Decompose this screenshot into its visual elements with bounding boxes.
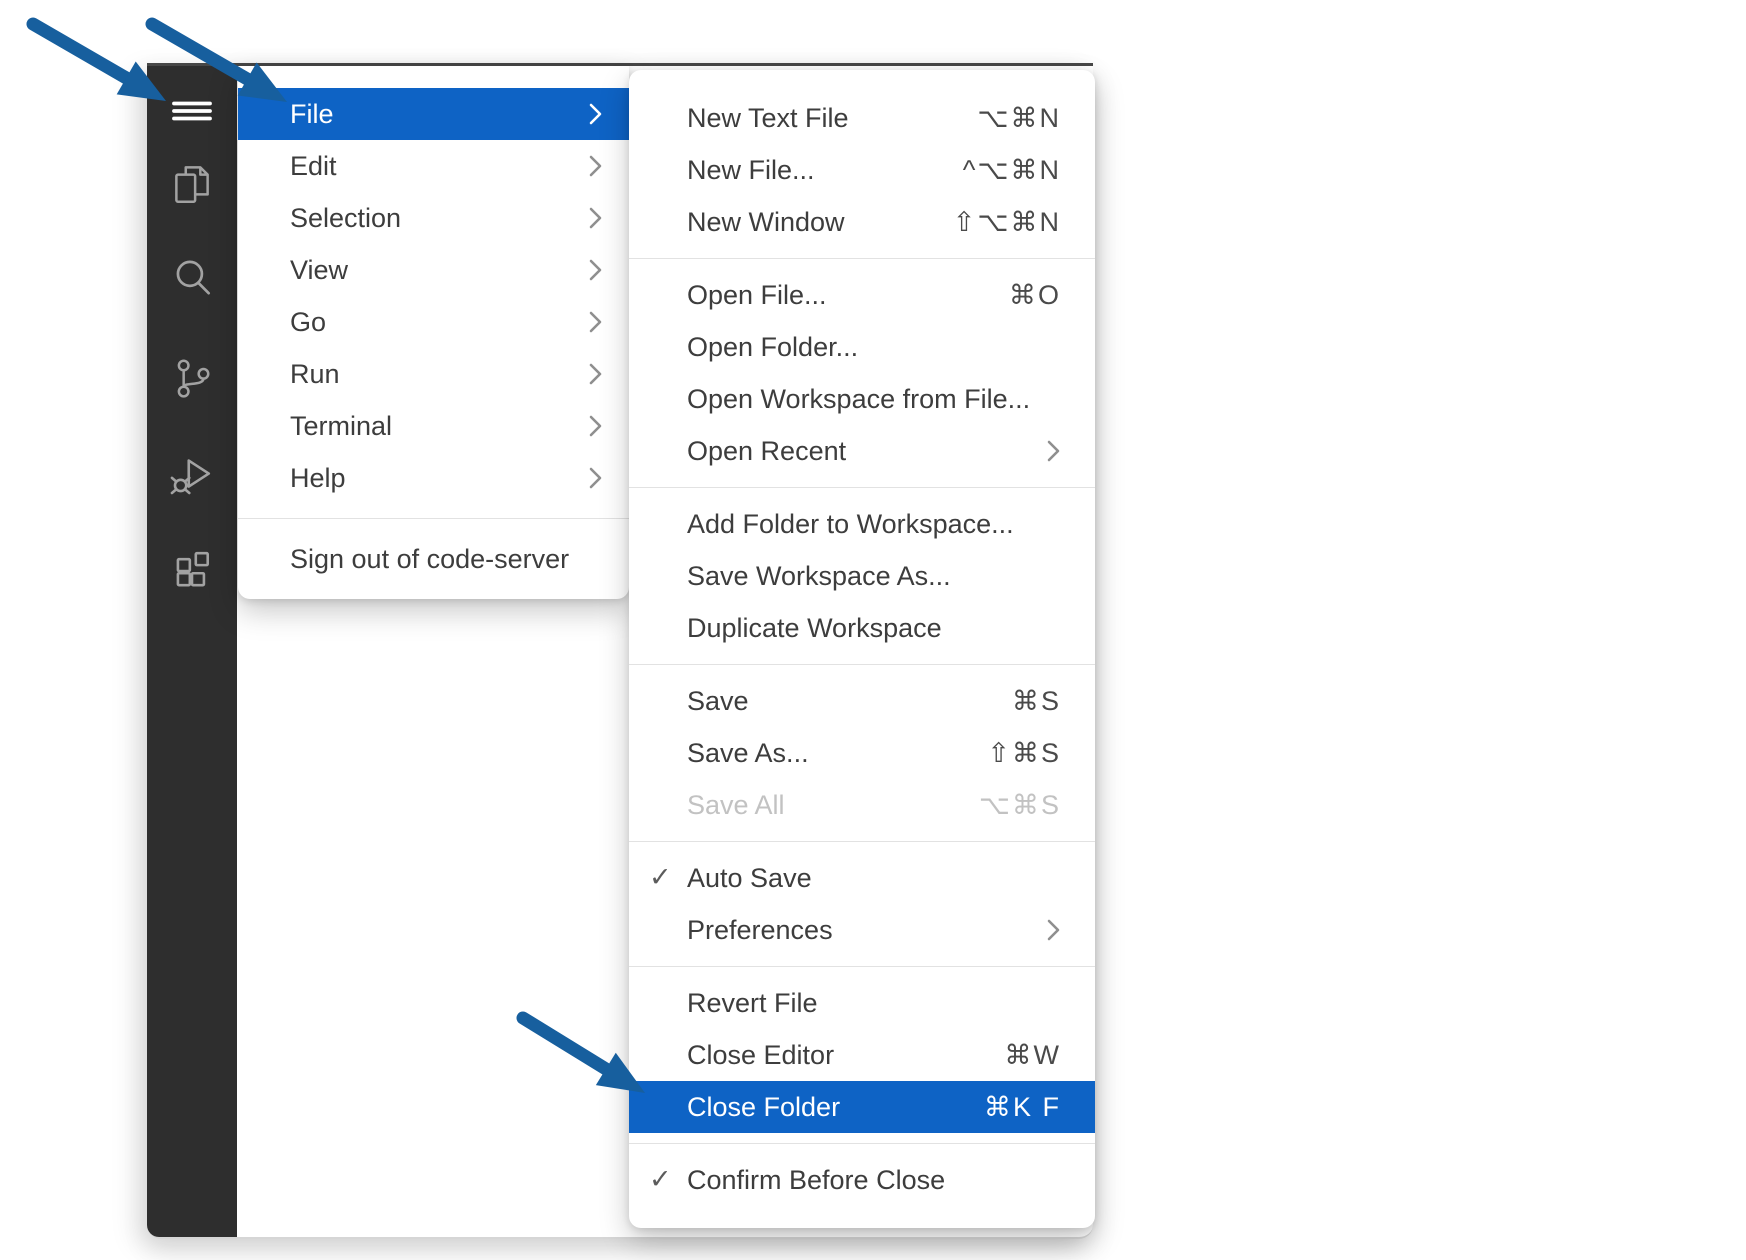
activity-bar-item-source-control[interactable]	[147, 346, 237, 410]
menu-item-label: Save As...	[687, 737, 809, 768]
menu-item-new-text-file[interactable]: New Text File ⌥⌘N	[629, 92, 1095, 144]
chevron-right-icon	[588, 413, 603, 439]
file-submenu: New Text File ⌥⌘N New File... ^⌥⌘N New Windo…	[629, 70, 1095, 1228]
menu-item-open-file[interactable]: Open File... ⌘O	[629, 269, 1095, 321]
menu-item-open-recent[interactable]: Open Recent	[629, 425, 1095, 477]
keyboard-shortcut: ⌥⌘S	[978, 789, 1061, 820]
keyboard-shortcut: ⇧⌘S	[987, 737, 1061, 768]
menu-item-open-workspace-from-file[interactable]: Open Workspace from File...	[629, 373, 1095, 425]
activity-bar-item-menu[interactable]	[147, 79, 237, 143]
menu-item-new-file[interactable]: New File... ^⌥⌘N	[629, 144, 1095, 196]
activity-bar-item-run-debug[interactable]	[147, 441, 237, 505]
menu-separator	[629, 1143, 1095, 1144]
menu-item-preferences[interactable]: Preferences	[629, 904, 1095, 956]
menu-item-close-folder[interactable]: Close Folder ⌘K F	[629, 1081, 1095, 1133]
menu-item-label: Close Editor	[687, 1039, 835, 1070]
keyboard-shortcut: ⌥⌘N	[977, 102, 1061, 133]
keyboard-shortcut: ⇧⌥⌘N	[952, 206, 1061, 237]
keyboard-shortcut: ^⌥⌘N	[962, 154, 1061, 185]
menu-item-view[interactable]: View	[238, 244, 629, 296]
chevron-right-icon	[588, 205, 603, 231]
menu-separator	[238, 518, 629, 519]
keyboard-shortcut: ⌘S	[1011, 685, 1061, 716]
menu-item-selection[interactable]: Selection	[238, 192, 629, 244]
activity-bar-item-extensions[interactable]	[147, 538, 237, 602]
menu-item-help[interactable]: Help	[238, 452, 629, 504]
menu-item-label: Go	[290, 306, 327, 337]
menu-item-close-editor[interactable]: Close Editor ⌘W	[629, 1029, 1095, 1081]
menu-item-label: Close Folder	[687, 1091, 841, 1122]
menu-item-save[interactable]: Save ⌘S	[629, 675, 1095, 727]
menu-item-edit[interactable]: Edit	[238, 140, 629, 192]
menu-item-label: Revert File	[687, 987, 818, 1018]
menu-item-label: Help	[290, 462, 346, 493]
keyboard-shortcut: ⌘W	[1004, 1039, 1061, 1070]
menu-item-open-folder[interactable]: Open Folder...	[629, 321, 1095, 373]
menu-item-label: Open Recent	[687, 435, 847, 466]
menu-item-label: Run	[290, 358, 340, 389]
menu-item-label: Open Folder...	[687, 331, 859, 362]
menu-separator	[629, 841, 1095, 842]
menu-item-save-all: Save All ⌥⌘S	[629, 779, 1095, 831]
menu-item-save-as[interactable]: Save As... ⇧⌘S	[629, 727, 1095, 779]
chevron-right-icon	[1046, 917, 1061, 943]
menu-item-label: Add Folder to Workspace...	[687, 508, 1014, 539]
activity-bar-item-explorer[interactable]	[147, 152, 237, 216]
chevron-right-icon	[588, 257, 603, 283]
menu-item-revert-file[interactable]: Revert File	[629, 977, 1095, 1029]
menu-separator	[629, 966, 1095, 967]
menu-item-file[interactable]: File	[238, 88, 629, 140]
menu-item-label: File	[290, 98, 334, 129]
menu-icon	[168, 87, 216, 135]
menu-item-label: New Window	[687, 206, 845, 237]
menu-item-confirm-before-close[interactable]: ✓ Confirm Before Close	[629, 1154, 1095, 1206]
menu-item-go[interactable]: Go	[238, 296, 629, 348]
chevron-right-icon	[588, 361, 603, 387]
menu-separator	[629, 487, 1095, 488]
extensions-icon	[166, 544, 218, 596]
menu-item-label: Terminal	[290, 410, 393, 441]
checkmark-icon: ✓	[649, 1163, 672, 1194]
menu-item-add-folder-to-workspace[interactable]: Add Folder to Workspace...	[629, 498, 1095, 550]
chevron-right-icon	[588, 465, 603, 491]
chevron-right-icon	[588, 309, 603, 335]
chevron-right-icon	[1046, 438, 1061, 464]
menu-item-label: New File...	[687, 154, 815, 185]
menu-item-label: Save Workspace As...	[687, 560, 951, 591]
menu-separator	[629, 664, 1095, 665]
chevron-right-icon	[588, 101, 603, 127]
menu-item-run[interactable]: Run	[238, 348, 629, 400]
menu-item-label: Save	[687, 685, 749, 716]
menu-item-label: Edit	[290, 150, 337, 181]
source-control-icon	[167, 353, 217, 403]
activity-bar-item-search[interactable]	[147, 245, 237, 309]
chevron-right-icon	[588, 153, 603, 179]
keyboard-shortcut: ⌘K F	[983, 1091, 1061, 1122]
menu-item-auto-save[interactable]: ✓ Auto Save	[629, 852, 1095, 904]
menu-item-sign-out-of-code-server[interactable]: Sign out of code-server	[238, 533, 629, 585]
activity-bar	[147, 66, 237, 1237]
menu-item-new-window[interactable]: New Window ⇧⌥⌘N	[629, 196, 1095, 248]
menu-item-label: New Text File	[687, 102, 849, 133]
menu-item-label: View	[290, 254, 349, 285]
checkmark-icon: ✓	[649, 861, 672, 892]
menu-item-label: Preferences	[687, 914, 833, 945]
keyboard-shortcut: ⌘O	[1008, 279, 1061, 310]
menu-item-terminal[interactable]: Terminal	[238, 400, 629, 452]
menu-item-label: Confirm Before Close	[687, 1164, 946, 1195]
menu-item-label: Auto Save	[687, 862, 812, 893]
menu-item-label: Open Workspace from File...	[687, 383, 1031, 414]
menu-item-label: Open File...	[687, 279, 827, 310]
run-debug-icon	[166, 447, 218, 499]
menu-separator	[629, 258, 1095, 259]
menu-item-label: Sign out of code-server	[290, 543, 570, 574]
search-icon	[167, 252, 217, 302]
menu-item-label: Save All	[687, 789, 785, 820]
menu-item-save-workspace-as[interactable]: Save Workspace As...	[629, 550, 1095, 602]
menu-item-label: Selection	[290, 202, 402, 233]
menu-item-label: Duplicate Workspace	[687, 612, 942, 643]
menu-item-duplicate-workspace[interactable]: Duplicate Workspace	[629, 602, 1095, 654]
main-menu: File Edit Selection View Go Run Terminal Help Si…	[238, 66, 629, 599]
explorer-icon	[167, 159, 217, 209]
